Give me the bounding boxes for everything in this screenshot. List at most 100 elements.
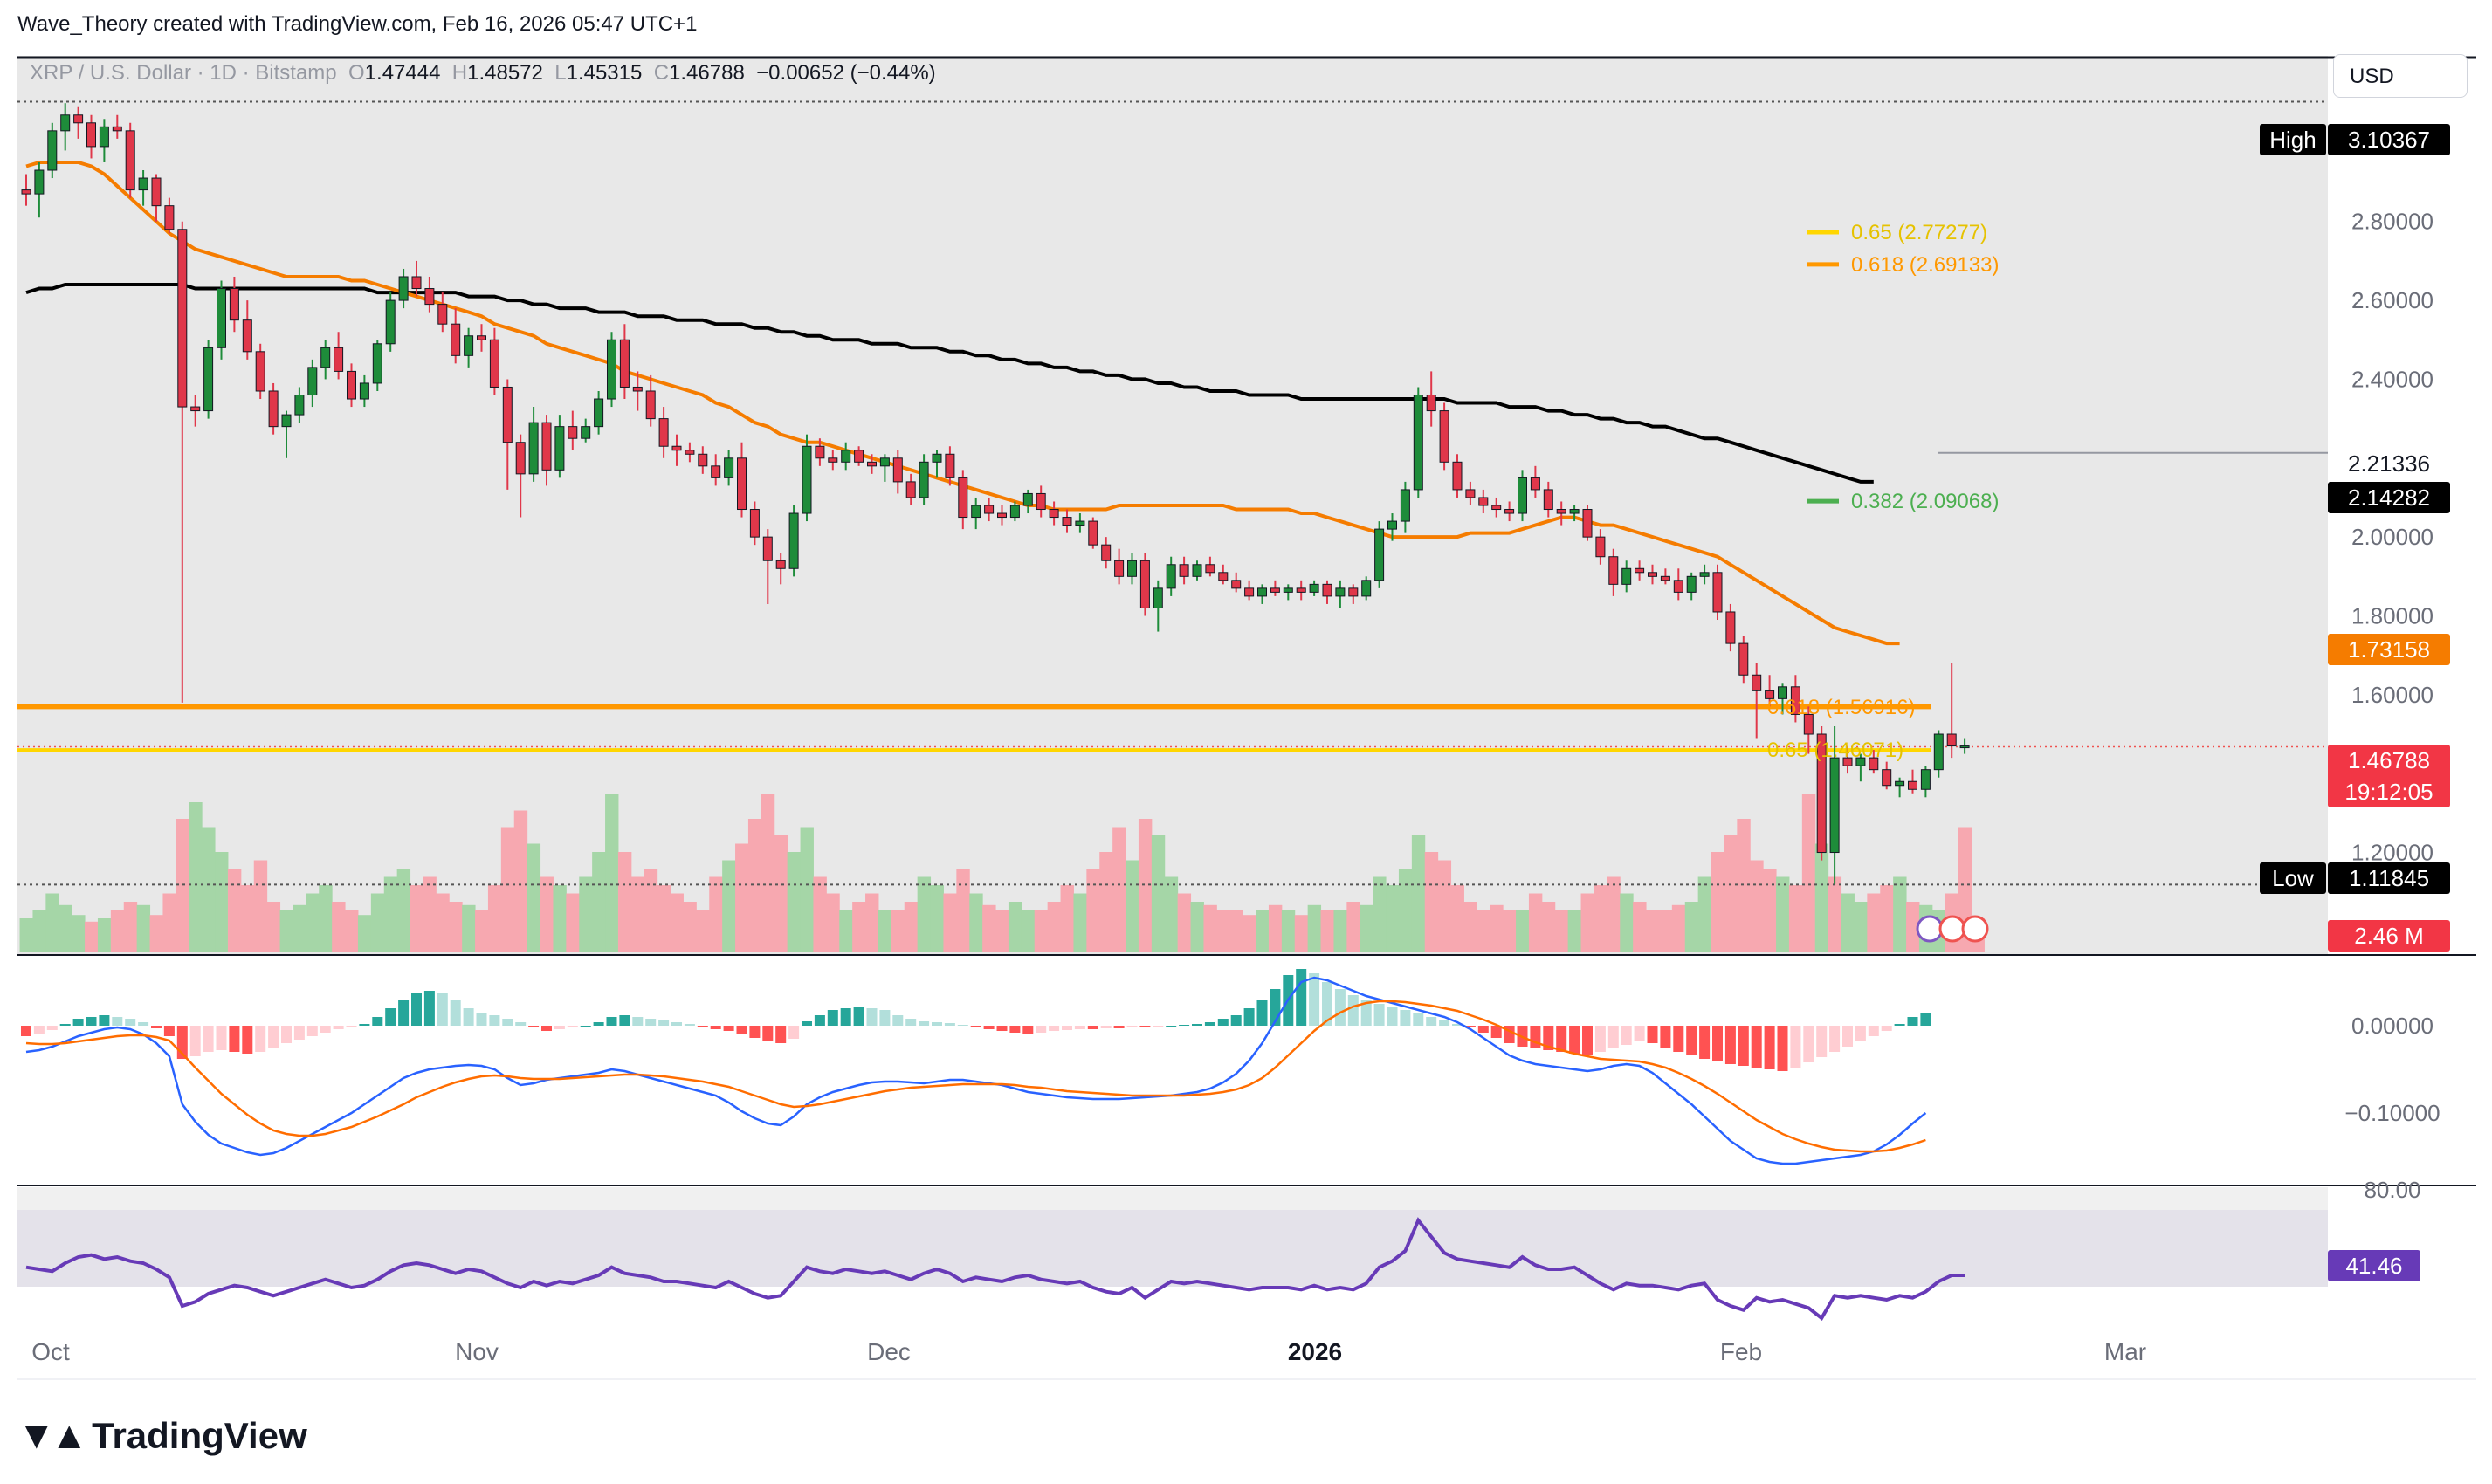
tradingview-logo[interactable]: ▼▲ TradingView [17,1414,307,1458]
macd-histogram-bar [1217,1019,1229,1026]
macd-histogram-bar [1490,1026,1502,1038]
volume-bar [826,893,840,952]
volume-bar [1841,893,1855,952]
macd-histogram-bar [151,1026,162,1028]
volume-series [19,794,1985,952]
price-badge-value: 2.21336 [2348,450,2430,477]
volume-bar [1126,860,1139,952]
volume-bar [357,915,372,952]
volume-bar [85,921,99,952]
macd-histogram-bar [1907,1017,1918,1026]
volume-bar [1567,910,1582,952]
ma200-line [25,283,1874,484]
volume-bar [1763,869,1777,952]
candle-body [411,276,422,290]
candle-body [1049,509,1059,519]
volume-bar [332,902,346,952]
macd-histogram-bar [242,1026,253,1054]
price-badge [2328,448,2450,479]
candle-body [1296,587,1306,593]
volume-bar [279,910,293,952]
price-axis-tick-label: 1.60000 [2351,682,2433,708]
price-badge-label: Low [2272,865,2314,891]
event-icons[interactable] [1916,915,1989,943]
volume-bar [72,915,86,952]
volume-bar [657,885,671,952]
rsi-value-text: 41.46 [2345,1253,2402,1279]
price-axis-tick-label: 2.60000 [2351,287,2433,313]
candle-body [997,512,1007,519]
macd-histogram-bar [1230,1015,1242,1026]
volume-bar [1750,860,1764,952]
candle-body [451,323,461,356]
candle-body [21,189,31,195]
volume-bar [1684,902,1699,952]
volume-bar [1307,904,1322,952]
candle-body [645,390,656,420]
candle-body [749,509,760,538]
volume-bar [1256,910,1270,952]
candle-body [1648,572,1657,577]
macd-histogram-bar [632,1017,644,1026]
x-axis-tick-label: 2026 [1288,1338,1342,1365]
volume-bar [1294,915,1309,952]
macd-histogram-bar [59,1024,71,1026]
fibonacci-labels: 0.65 (2.77277) 0.618 (2.69133) 0.382 (2.09… [1767,221,1999,762]
candle-body [1518,477,1527,514]
volume-bar [319,885,333,952]
candle-body [971,505,981,519]
currency-button[interactable]: USD [2333,54,2468,98]
candle-body [1765,690,1775,699]
macd-histogram-bar [840,1008,851,1026]
macd-histogram-bar [1556,1026,1567,1052]
us-flag-event-icon-2[interactable] [1961,915,1989,943]
rsi-band [17,1210,2328,1287]
volume-bar [761,794,775,952]
volume-bar [227,869,242,952]
macd-histogram-bar [775,1026,787,1043]
us-flag-event-icon[interactable] [1938,915,1966,943]
x-axis-tick-label: Feb [1720,1338,1762,1365]
candle-body [945,453,955,478]
macd-histogram-bar [306,1026,318,1036]
macd-histogram-bar [1894,1024,1905,1026]
x-axis-tick-label: Nov [455,1338,499,1365]
candle-body [554,426,565,471]
lightning-event-icon[interactable] [1916,915,1944,943]
candle-body [1192,564,1202,577]
price-axis-tick-label: 2.80000 [2351,209,2433,235]
candle-body [905,481,916,498]
candle-body [698,453,708,467]
volume-bar [1801,794,1816,952]
volume-bar [800,827,814,952]
macd-histogram-bar [359,1024,370,1026]
candle-body [1790,686,1800,715]
macd-axis-tick-label: 0.00000 [2351,1013,2433,1039]
macd-histogram-bar [1607,1026,1619,1048]
candle-body [1283,587,1293,593]
macd-histogram-bar [1192,1024,1202,1026]
candle-body [268,390,279,428]
candle-body [1439,410,1449,463]
macd-histogram-bar [385,1008,396,1026]
candle-body [1595,536,1606,558]
candle-body [1127,560,1137,577]
volume-bar [1814,843,1829,952]
macd-histogram-bar [1049,1026,1060,1031]
volume-bar [617,852,632,952]
volume-bar [1516,910,1530,952]
macd-histogram-bar [1738,1026,1749,1066]
symbol-name[interactable]: XRP / U.S. Dollar · 1D · Bitstamp [30,61,337,85]
macd-histogram-bar [1855,1026,1866,1041]
x-axis-tick-label: Dec [867,1338,911,1365]
high-label: H [451,61,468,85]
volume-bar [1633,902,1647,952]
volume-bar [487,885,502,952]
macd-histogram-bar [996,1026,1008,1031]
candle-body [984,505,995,514]
volume-bar [1880,885,1894,952]
macd-histogram-bar [1126,1026,1138,1027]
price-badge [2328,745,2450,807]
candle-body [1335,587,1346,597]
